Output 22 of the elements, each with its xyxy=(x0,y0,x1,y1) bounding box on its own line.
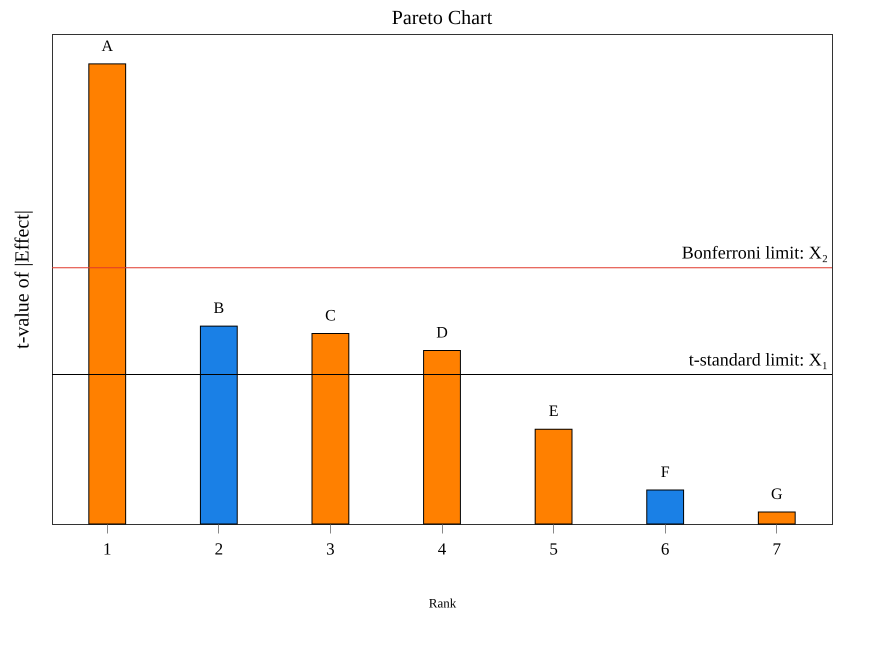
y-axis-title: t-value of |Effect| xyxy=(12,210,34,349)
annotation: A xyxy=(101,38,114,55)
x-tick-label: 3 xyxy=(326,540,335,558)
chart-title: Pareto Chart xyxy=(392,7,493,29)
x-axis-title: Rank xyxy=(428,596,457,610)
annotation: C xyxy=(325,308,336,325)
bar xyxy=(646,489,684,524)
x-tick-label: 7 xyxy=(772,540,782,558)
ref-line-label: Bonferroni limit: X₂ xyxy=(682,242,828,263)
x-tick-label: 4 xyxy=(438,540,447,558)
x-tick-label: 6 xyxy=(660,540,670,558)
annotation: E xyxy=(548,403,558,420)
x-tick-label: 5 xyxy=(549,540,558,558)
x-tick-label: 2 xyxy=(214,540,224,558)
ref-line-label: t-standard limit: X₁ xyxy=(688,349,828,370)
bar xyxy=(758,512,796,524)
annotation: F xyxy=(660,464,670,481)
annotation: G xyxy=(770,486,783,504)
bar xyxy=(534,428,572,524)
annotation: D xyxy=(436,324,448,342)
annotation: B xyxy=(213,300,224,318)
x-tick-label: 1 xyxy=(102,540,112,558)
